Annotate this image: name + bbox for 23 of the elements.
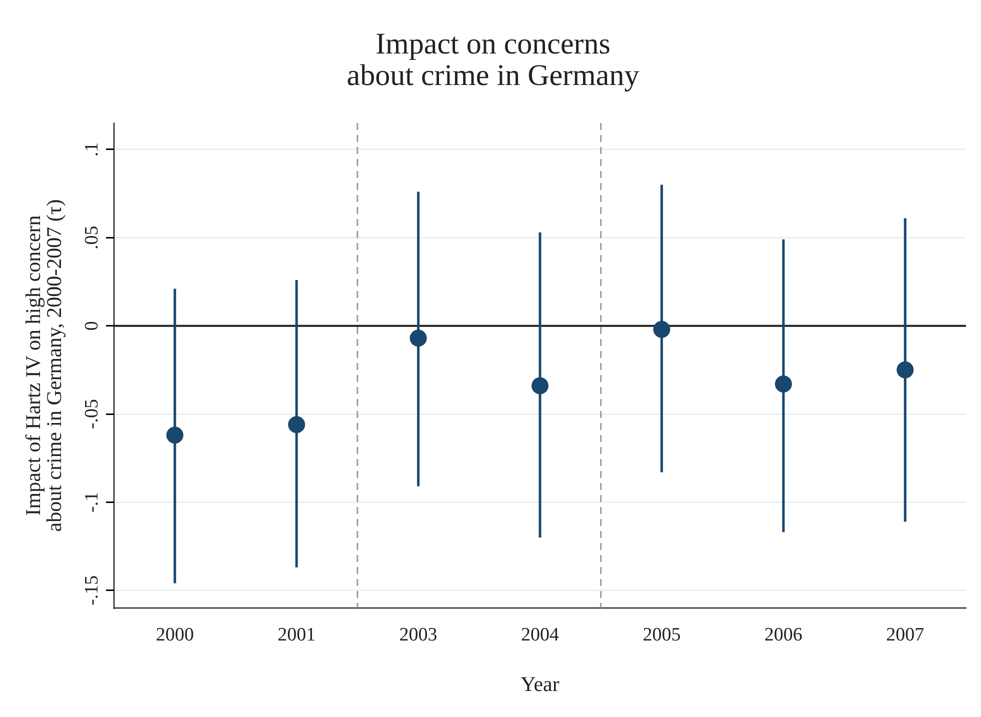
y-axis-title: Impact of Hartz IV on high concern about crime in Germany, 2000-2007 (τ) <box>21 199 66 532</box>
y-tick-label: .05 <box>81 226 102 250</box>
point <box>896 361 914 378</box>
point <box>410 330 427 347</box>
point <box>166 426 184 444</box>
point <box>774 376 792 393</box>
x-tick-label: 2007 <box>886 624 924 646</box>
y-tick-label: -.1 <box>81 492 102 512</box>
y-tick-label: .1 <box>81 142 102 157</box>
x-tick-label: 2001 <box>278 624 316 646</box>
point <box>653 320 670 338</box>
y-tick-label: 0 <box>81 321 102 331</box>
y-tick-label: -.15 <box>81 575 102 606</box>
y-tick-label: -.05 <box>81 398 102 430</box>
x-axis-title: Year <box>520 672 560 696</box>
x-tick-label: 2003 <box>399 624 438 646</box>
point <box>288 416 306 434</box>
x-tick-label: 2004 <box>521 624 560 646</box>
x-tick-label: 2005 <box>642 624 681 646</box>
point <box>532 377 548 394</box>
x-tick-label: 2006 <box>764 624 802 646</box>
x-tick-label: 2000 <box>156 624 194 646</box>
chart-title: Impact on concerns about crime in Germany <box>346 28 640 92</box>
